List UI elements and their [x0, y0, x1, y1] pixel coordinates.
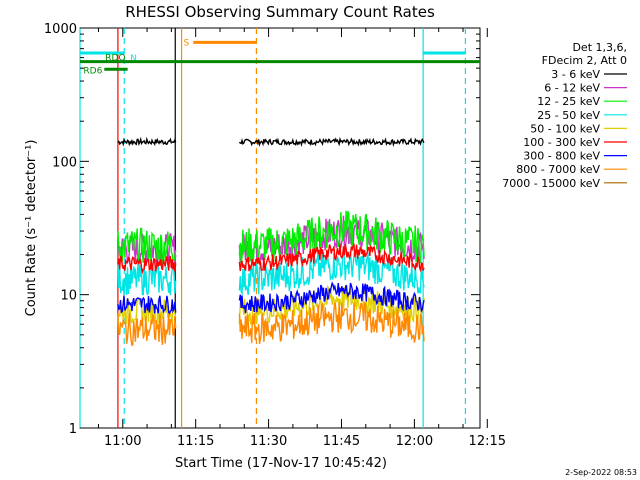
- y-tick-label: 100: [52, 155, 77, 170]
- x-tick-label: 11:15: [177, 434, 214, 449]
- plot-frame: [79, 27, 481, 429]
- series-line: [117, 262, 177, 296]
- x-tick-label: 11:30: [250, 434, 287, 449]
- flag-label: RDO: [105, 54, 125, 64]
- series-line: [117, 313, 177, 347]
- legend-item-label: 100 - 300 keV: [523, 136, 600, 149]
- flag-label: S: [184, 38, 190, 48]
- legend-item-label: 7000 - 15000 keV: [502, 177, 600, 190]
- legend-item-label: 300 - 800 keV: [523, 150, 600, 163]
- legend-item-label: 800 - 7000 keV: [516, 163, 600, 176]
- chart-title: RHESSI Observing Summary Count Rates: [125, 3, 435, 21]
- series-line: [238, 281, 425, 314]
- y-axis-label: Count Rate (s⁻¹ detector⁻¹): [24, 140, 39, 317]
- y-ticks: 1 10 100 1000: [44, 22, 480, 437]
- series-line: [117, 136, 177, 147]
- y-tick-label: 1: [69, 422, 77, 437]
- legend-item-label: 3 - 6 keV: [551, 68, 600, 81]
- legend-header-line-2: FDecim 2, Att 0: [542, 54, 627, 67]
- legend-header-line-1: Det 1,3,6,: [572, 41, 627, 54]
- x-ticks: 11:00 11:15 11:30 11:45 12:00 12:15: [97, 28, 506, 449]
- series-line: [238, 210, 425, 265]
- legend-item-label: 12 - 25 keV: [537, 95, 600, 108]
- footer-timestamp: 2-Sep-2022 08:53: [565, 468, 637, 477]
- series-line: [117, 227, 177, 266]
- x-tick-label: 11:45: [323, 434, 360, 449]
- x-tick-label: 11:00: [104, 434, 141, 449]
- series-line: [238, 136, 425, 148]
- x-tick-label: 12:00: [396, 434, 433, 449]
- series-line: [117, 295, 177, 315]
- y-tick-label: 1000: [44, 22, 77, 37]
- y-tick-label: 10: [60, 289, 77, 304]
- legend-item-label: 50 - 100 keV: [530, 122, 600, 135]
- x-tick-label: 12:15: [469, 434, 506, 449]
- legend-item-label: 25 - 50 keV: [537, 109, 600, 122]
- x-axis-label: Start Time (17-Nov-17 10:45:42): [175, 456, 387, 471]
- series-line: [238, 249, 425, 296]
- flag-label: RD6: [83, 66, 102, 76]
- legend-item-label: 6 - 12 keV: [544, 82, 600, 95]
- series-line: [238, 242, 425, 273]
- flag-label: N: [130, 54, 137, 64]
- series-line: [238, 301, 425, 344]
- series-line: [117, 255, 177, 275]
